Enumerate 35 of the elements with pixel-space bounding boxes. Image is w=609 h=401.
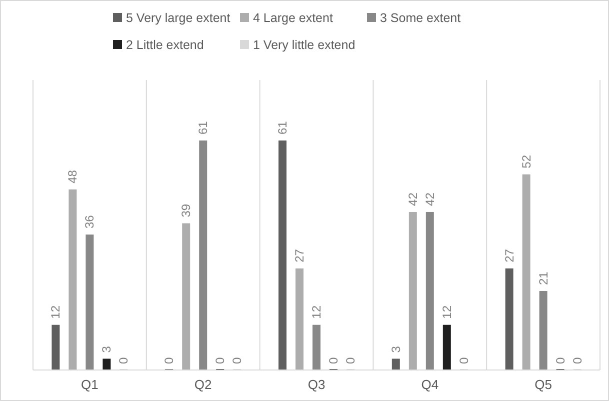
- x-tick-label: Q5: [534, 377, 552, 392]
- legend-label: 1 Very little extend: [253, 38, 356, 52]
- data-label: 27: [502, 248, 516, 262]
- data-label: 39: [179, 204, 194, 218]
- data-label: 12: [440, 305, 454, 319]
- data-label: 3: [100, 346, 114, 353]
- data-label: 0: [553, 357, 568, 364]
- data-label: 42: [406, 192, 420, 206]
- data-label: 48: [66, 170, 80, 184]
- data-label: 12: [48, 305, 63, 319]
- data-label: 52: [519, 154, 534, 168]
- data-label: 0: [456, 357, 471, 364]
- data-label: 61: [196, 120, 210, 134]
- legend-label: 4 Large extent: [253, 11, 334, 25]
- data-label: 27: [292, 248, 306, 262]
- x-tick-label: Q1: [81, 377, 98, 392]
- data-label: 0: [213, 357, 228, 364]
- data-label: 0: [230, 357, 244, 364]
- data-label: 0: [162, 357, 176, 364]
- x-tick-label: Q3: [308, 377, 326, 392]
- data-label: 36: [82, 214, 97, 229]
- legend-label: 5 Very large extent: [126, 11, 231, 25]
- data-label: 0: [570, 357, 584, 364]
- data-label: 42: [422, 192, 437, 206]
- legend-label: 3 Some extent: [380, 11, 462, 25]
- x-tick-label: Q2: [194, 377, 212, 392]
- data-label: 61: [276, 120, 290, 134]
- x-tick-label: Q4: [421, 377, 439, 392]
- data-label: 0: [344, 357, 358, 364]
- data-label: 0: [326, 357, 340, 364]
- data-label: 3: [388, 346, 403, 353]
- data-label: 0: [116, 357, 131, 364]
- data-label: 21: [536, 271, 550, 285]
- data-label: 12: [310, 305, 324, 319]
- legend-label: 2 Little extend: [126, 38, 204, 52]
